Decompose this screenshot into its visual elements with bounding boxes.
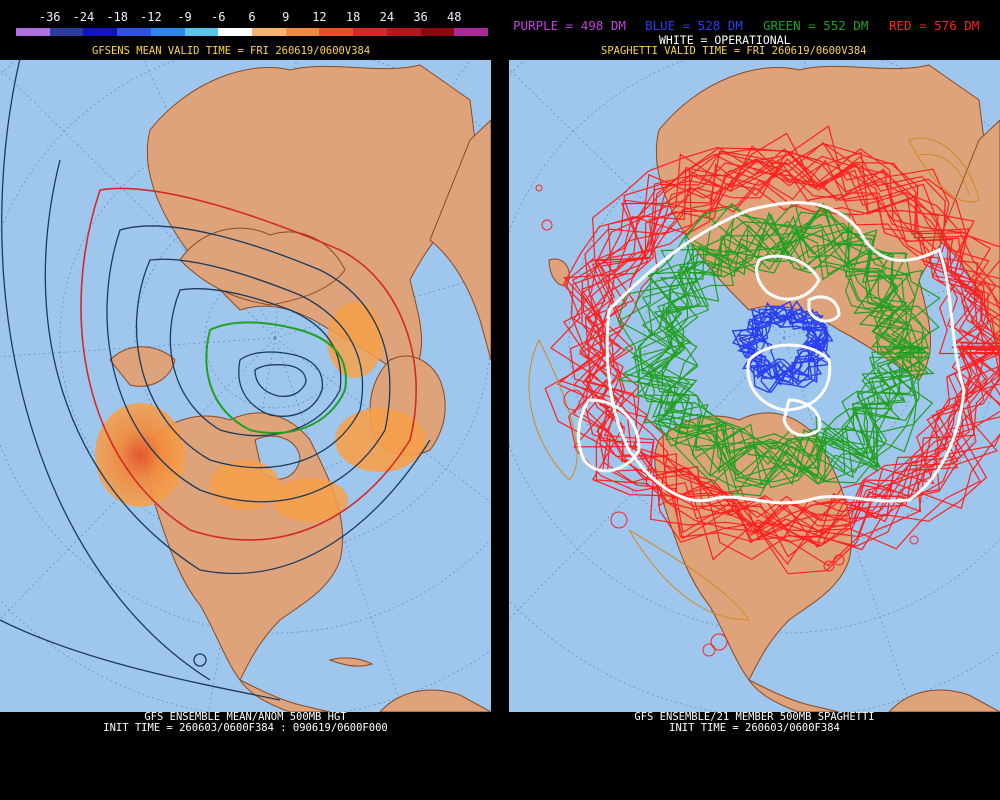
legend-label: 18	[345, 10, 361, 24]
spaghetti-contour	[754, 300, 830, 379]
legend-label: 48	[447, 10, 462, 24]
legend-label: -12	[140, 10, 162, 24]
spaghetti-contour	[584, 159, 1000, 529]
operational-contours	[577, 201, 966, 505]
spaghetti-map-footer-title: GFS ENSEMBLE/21 MEMBER 500MB SPAGHETTI	[634, 711, 875, 723]
spaghetti-576dm-contours	[544, 125, 1000, 575]
spaghetti-map-footer-init-time: INIT TIME = 260603/0600F384	[669, 722, 840, 734]
legend-label: 24	[379, 10, 395, 24]
spaghetti-contour	[732, 300, 831, 380]
legend-label: -36	[38, 10, 61, 24]
spaghetti-legend-item: PURPLE = 498 DM	[513, 18, 626, 33]
spaghetti-contour	[748, 307, 829, 380]
legend-label: 9	[282, 10, 290, 24]
spaghetti-contour	[549, 125, 1000, 551]
legend-label: -6	[211, 10, 226, 24]
spaghetti-contour	[584, 148, 1000, 548]
legend-swatches	[6, 28, 497, 36]
legend-swatch	[285, 28, 320, 36]
height-anomaly-shading	[95, 302, 425, 522]
legend-labels: -36 -24 -18 -12 -9 -6 6 9 12 18 24 36 48	[6, 10, 497, 24]
spaghetti-panel: PURPLE = 498 DM BLUE = 528 DM GREEN = 552 …	[509, 0, 1000, 800]
spaghetti-contour	[642, 213, 918, 480]
legend-swatch	[49, 28, 84, 36]
spaghetti-extra-contours	[528, 137, 980, 621]
spaghetti-contour	[662, 213, 940, 481]
legend-swatch	[218, 28, 253, 36]
spaghetti-contour	[736, 314, 832, 394]
legend-label: 36	[413, 10, 428, 24]
legend-label: 12	[312, 10, 327, 24]
ensemble-mean-panel: -36 -24 -18 -12 -9 -6 6 9 12 18 24 36 48 GFSENS MEAN…	[0, 0, 491, 800]
legend-swatch	[420, 28, 455, 36]
legend-label: 6	[248, 10, 256, 24]
spaghetti-contour	[617, 202, 930, 469]
spaghetti-valid-time-title: SPAGHETTI VALID TIME = FRI 260619/0600V3…	[601, 45, 867, 57]
legend-swatch	[252, 28, 287, 36]
spaghetti-legend-item: BLUE = 528 DM	[645, 18, 743, 33]
spaghetti-small-circles	[535, 184, 919, 657]
legend-label: -24	[72, 10, 95, 24]
mean-valid-time-title: GFSENS MEAN VALID TIME = FRI 260619/0600…	[92, 45, 371, 57]
legend-swatch	[150, 28, 186, 36]
legend-swatch	[184, 28, 219, 36]
spaghetti-legend-item: RED = 576 DM	[889, 18, 980, 33]
legend-swatch	[386, 28, 422, 36]
legend-label: -18	[106, 10, 128, 24]
spaghetti-map	[509, 60, 1000, 712]
legend-swatch	[454, 28, 489, 36]
spaghetti-contour	[568, 153, 1000, 567]
spaghetti-contour	[631, 240, 924, 470]
legend-label: -9	[177, 10, 192, 24]
legend-swatch	[353, 28, 388, 36]
spaghetti-contour	[563, 163, 1000, 549]
spaghetti-contour	[585, 153, 1000, 540]
spaghetti-contour	[616, 231, 917, 488]
legend-swatch	[16, 28, 51, 36]
spaghetti-contour	[582, 158, 1000, 533]
mean-map-footer-title: GFS ENSEMBLE MEAN/ANOM 500MB HGT	[144, 711, 347, 723]
spaghetti-contour	[654, 200, 934, 477]
ensemble-mean-map	[0, 60, 491, 712]
legend-swatch	[83, 28, 118, 36]
legend-swatch	[319, 28, 354, 36]
spaghetti-contour	[556, 145, 1000, 575]
legend-swatch	[117, 28, 152, 36]
height-contours	[0, 60, 431, 701]
operational-note: WHITE = OPERATIONAL	[659, 33, 791, 47]
anomaly-color-legend: -36 -24 -18 -12 -9 -6 6 9 12 18 24 36 48	[6, 4, 489, 36]
spaghetti-contour	[744, 311, 829, 383]
continents	[109, 64, 491, 712]
spaghetti-legend-item: GREEN = 552 DM	[763, 18, 869, 33]
spaghetti-contour	[643, 209, 941, 489]
mean-map-footer-init-time: INIT TIME = 260603/0600F384 : 090619/060…	[103, 722, 388, 734]
spaghetti-528dm-contours	[731, 300, 834, 394]
